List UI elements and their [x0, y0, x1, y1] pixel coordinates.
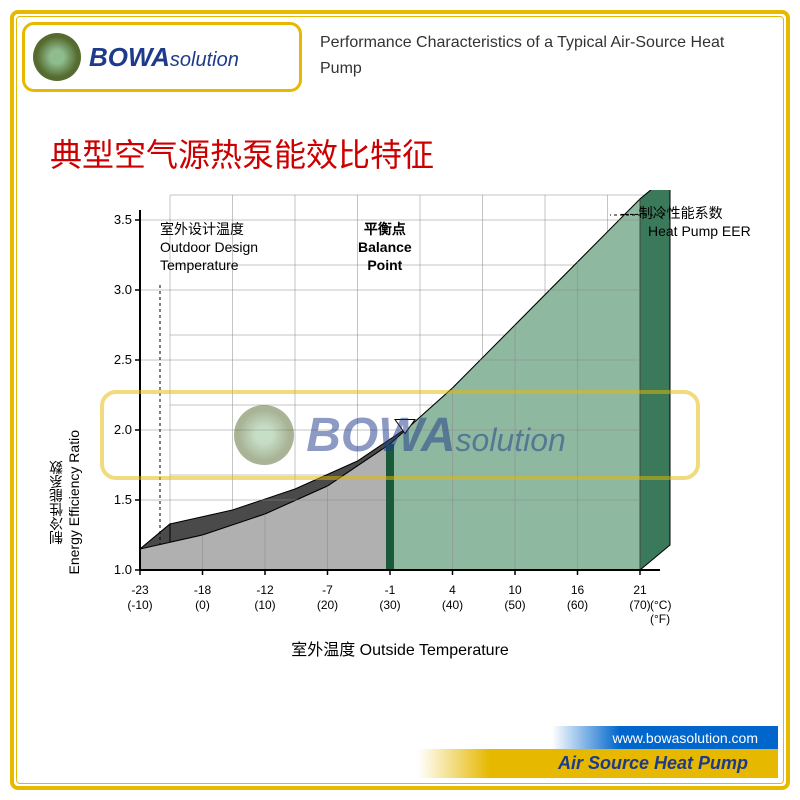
xunit-f: (°F)	[650, 612, 670, 626]
xtick: 16(60)	[558, 583, 598, 612]
ann-balance-cn: 平衡点	[358, 220, 412, 238]
xtick: -1(30)	[370, 583, 410, 612]
ann-outdoor-en: Outdoor DesignTemperature	[160, 238, 258, 274]
ytick: 1.5	[92, 492, 132, 507]
watermark: BOWAsolution	[100, 390, 700, 480]
logo-emblem-icon	[33, 33, 81, 81]
xlabel-cn: 室外温度	[291, 642, 355, 659]
wm-main: BOWA	[306, 409, 455, 462]
xlabel-en: Outside Temperature	[360, 642, 509, 659]
footer: www.bowasolution.com Air Source Heat Pum…	[22, 728, 778, 778]
ytick: 3.5	[92, 212, 132, 227]
ytick: 2.5	[92, 352, 132, 367]
xtick: 4(40)	[433, 583, 473, 612]
xtick: -7(20)	[308, 583, 348, 612]
watermark-emblem-icon	[234, 405, 294, 465]
ann-eer-cn: 制冷性能系数	[639, 205, 723, 221]
footer-url: www.bowasolution.com	[552, 726, 778, 750]
ann-outdoor-design: 室外设计温度 Outdoor DesignTemperature	[160, 220, 258, 275]
xtick: -18(0)	[183, 583, 223, 612]
wm-sub: solution	[456, 422, 566, 458]
subtitle: Performance Characteristics of a Typical…	[320, 30, 770, 81]
logo: BOWAsolution	[22, 22, 302, 92]
ann-balance: 平衡点 BalancePoint	[358, 220, 412, 275]
ylabel-cn: 制冷性能系数	[48, 460, 64, 544]
xunit-c: (°C)	[650, 598, 671, 612]
ytick: 1.0	[92, 562, 132, 577]
y-axis-label: 制冷性能系数 Energy Efficiency Ratio	[46, 430, 82, 574]
ytick: 3.0	[92, 282, 132, 297]
dash1: ----	[620, 205, 639, 221]
main-title: 典型空气源热泵能效比特征	[50, 130, 434, 176]
xtick: -12(10)	[245, 583, 285, 612]
logo-text: BOWAsolution	[89, 42, 239, 73]
footer-product: Air Source Heat Pump	[418, 749, 778, 778]
ylabel-en: Energy Efficiency Ratio	[66, 430, 82, 574]
xtick: -23(-10)	[120, 583, 160, 612]
xtick: 10(50)	[495, 583, 535, 612]
logo-main: BOWA	[89, 42, 170, 72]
ann-balance-en: BalancePoint	[358, 238, 412, 274]
ann-eer: ----制冷性能系数 Heat Pump EER	[620, 204, 751, 240]
watermark-text: BOWAsolution	[306, 408, 566, 463]
x-axis-label: 室外温度 Outside Temperature	[40, 636, 760, 660]
ann-eer-en: Heat Pump EER	[648, 223, 751, 239]
ann-outdoor-cn: 室外设计温度	[160, 220, 258, 238]
logo-sub: solution	[170, 49, 239, 71]
